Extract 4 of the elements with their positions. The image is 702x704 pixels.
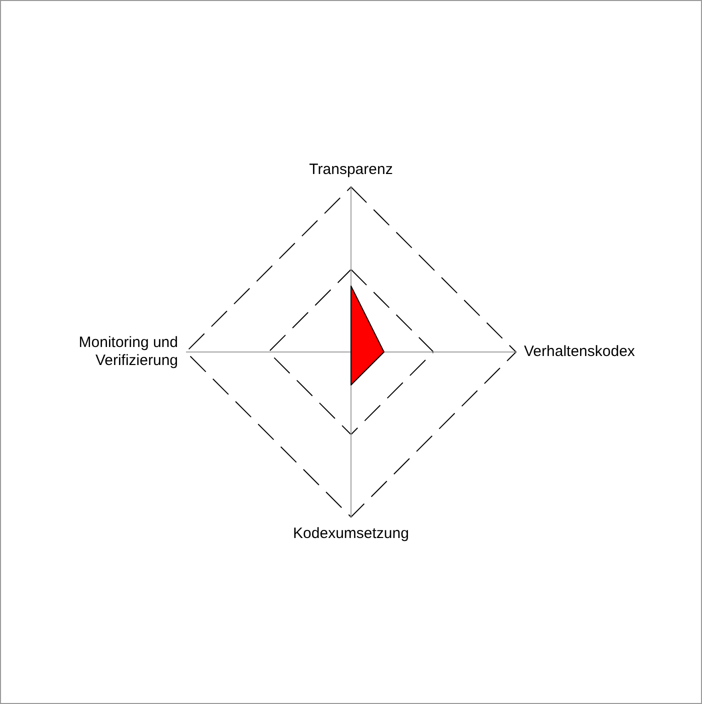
spoke-label: Transparenz	[309, 161, 393, 178]
spoke-label: Verhaltenskodex	[524, 343, 636, 360]
spoke-label: Monitoring und Verifizierung	[78, 334, 178, 370]
spoke-label: Kodexumsetzung	[293, 525, 409, 542]
